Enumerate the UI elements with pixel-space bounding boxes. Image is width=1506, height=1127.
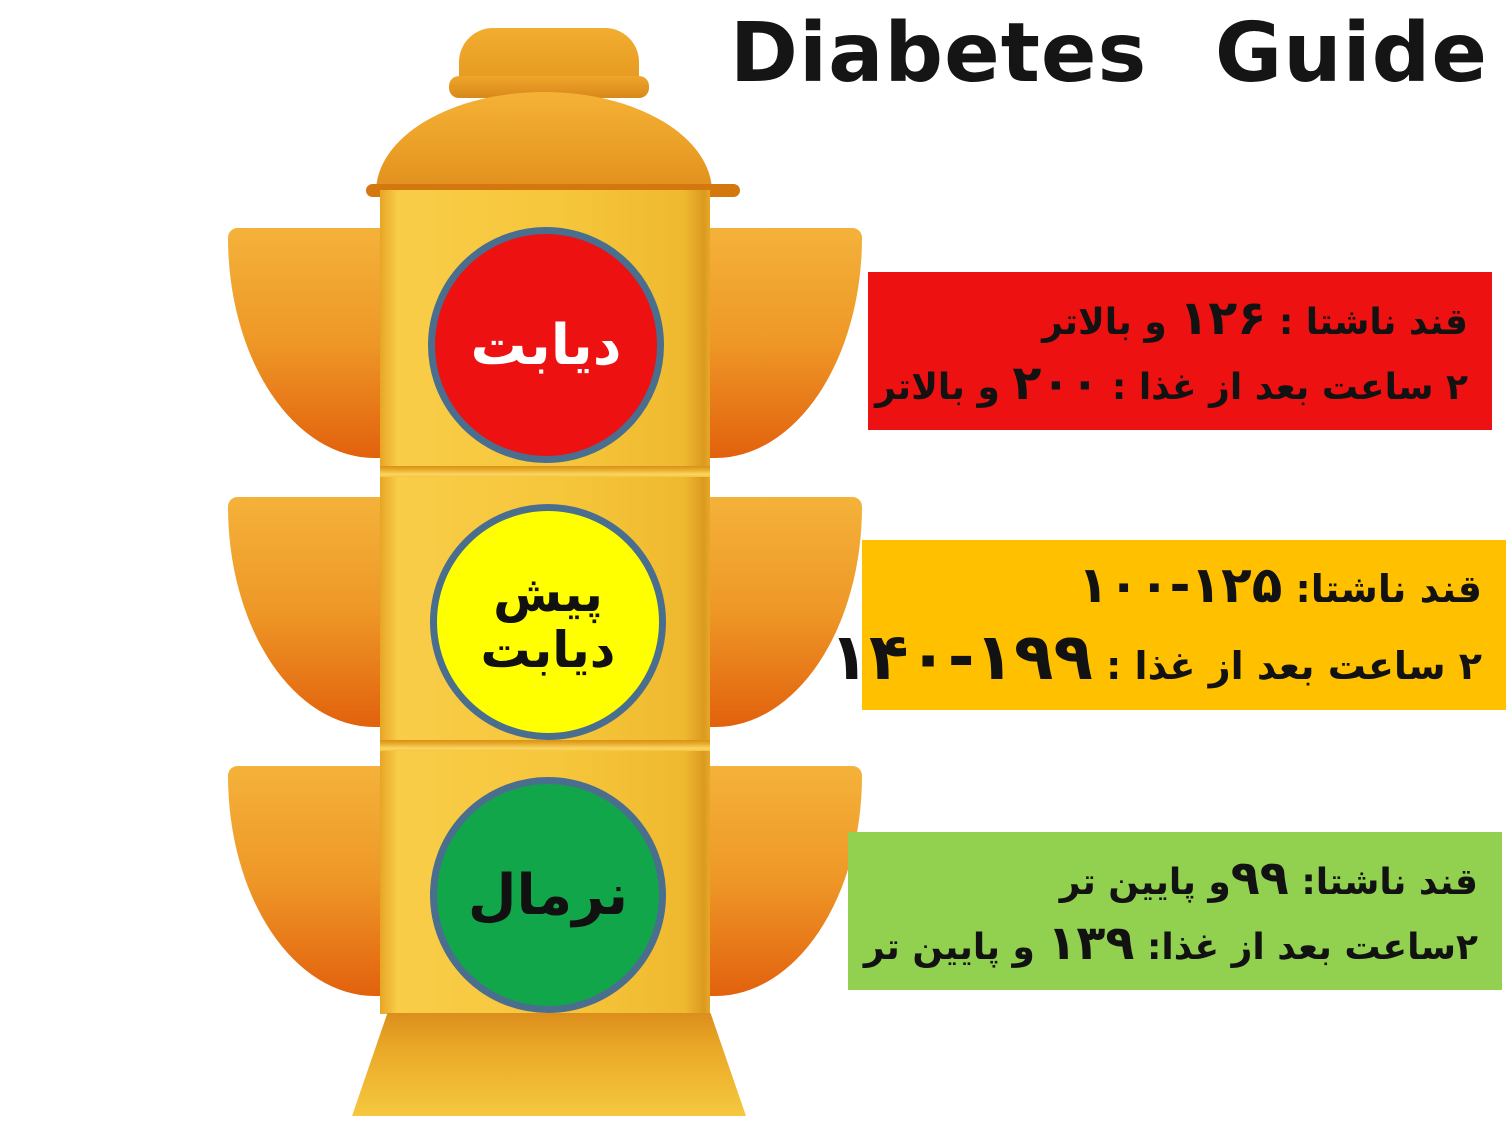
traffic-light-cap-lip <box>449 76 649 98</box>
traffic-light-dome <box>376 92 712 192</box>
normal-postmeal-value: ۱۳۹ <box>1047 916 1135 972</box>
visor-right-bottom <box>709 766 862 996</box>
info-box-prediabetes: قند ناشتا: ۱۰۰-۱۲۵ ۲ ساعت بعد از غذا : ۱… <box>830 540 1506 710</box>
diabetes-fasting-value: ۱۲۶ <box>1179 290 1267 346</box>
diabetes-fasting-text: قند ناشتا : <box>1266 301 1468 343</box>
prediabetes-postmeal-line: ۲ ساعت بعد از غذا : ۱۴۰-۱۹۹ <box>830 620 1482 695</box>
visor-left-bottom <box>228 766 381 996</box>
visor-left-top <box>228 228 381 458</box>
light-diabetes-label: دیابت <box>470 312 622 378</box>
light-normal: نرمال <box>430 777 666 1013</box>
info-box-normal: قند ناشتا: ۹۹و پایین تر ۲ساعت بعد از غذا… <box>848 832 1502 990</box>
prediabetes-fasting-value: ۱۰۰-۱۲۵ <box>1077 554 1283 614</box>
visor-left-middle <box>228 497 381 727</box>
light-normal-label: نرمال <box>467 862 629 928</box>
diabetes-postmeal-text: ۲ ساعت بعد از غذا : <box>1099 367 1468 409</box>
light-prediabetes: پیش دیابت <box>430 504 666 740</box>
normal-fasting-suffix: و پایین تر <box>1059 861 1231 903</box>
page-title: Diabetes Guide <box>729 6 1488 101</box>
diabetes-fasting-line: قند ناشتا : ۱۲۶ و بالاتر <box>880 291 1468 346</box>
prediabetes-fasting-line: قند ناشتا: ۱۰۰-۱۲۵ <box>874 555 1482 614</box>
normal-fasting-value: ۹۹ <box>1230 850 1289 906</box>
prediabetes-fasting-text: قند ناشتا: <box>1282 566 1482 611</box>
diabetes-fasting-suffix: و بالاتر <box>1042 301 1180 343</box>
light-prediabetes-label-line2: دیابت <box>480 621 616 679</box>
prediabetes-postmeal-text: ۲ ساعت بعد از غذا : <box>1092 644 1482 689</box>
prediabetes-postmeal-value: ۱۴۰-۱۹۹ <box>829 620 1093 696</box>
body-divider-bottom <box>380 740 710 751</box>
diabetes-postmeal-suffix: و بالاتر <box>875 367 1013 409</box>
visor-right-top <box>709 228 862 458</box>
normal-postmeal-text: ۲ساعت بعد از غذا: <box>1134 927 1478 969</box>
normal-postmeal-suffix: و پایین تر <box>863 927 1048 969</box>
normal-fasting-text: قند ناشتا: <box>1288 861 1478 903</box>
light-diabetes: دیابت <box>428 227 664 463</box>
traffic-light-base <box>352 1013 746 1116</box>
normal-postmeal-line: ۲ساعت بعد از غذا: ۱۳۹ و پایین تر <box>860 916 1478 971</box>
body-divider-top <box>380 466 710 477</box>
diabetes-postmeal-line: ۲ ساعت بعد از غذا : ۲۰۰ و بالاتر <box>875 356 1468 412</box>
diabetes-postmeal-value: ۲۰۰ <box>1012 356 1100 412</box>
light-prediabetes-label-line1: پیش <box>493 565 603 623</box>
traffic-light-cap-top <box>459 28 639 84</box>
info-box-diabetes: قند ناشتا : ۱۲۶ و بالاتر ۲ ساعت بعد از غ… <box>868 272 1492 430</box>
normal-fasting-line: قند ناشتا: ۹۹و پایین تر <box>860 851 1478 906</box>
